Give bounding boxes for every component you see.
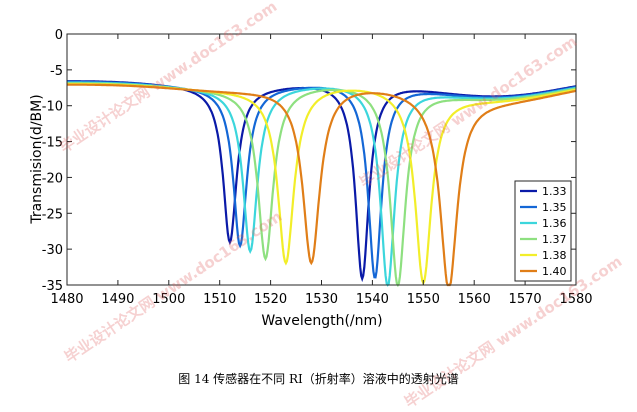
- x-tick-label: 1530: [305, 292, 338, 307]
- y-tick-label: -25: [42, 207, 63, 222]
- y-axis-ticks: 0 -5 -10 -15 -20 -25 -30 -35: [42, 28, 576, 294]
- x-tick-label: 1480: [50, 292, 83, 307]
- y-axis-label: Transmision(d/BM): [29, 94, 45, 224]
- x-tick-label: 1500: [152, 292, 185, 307]
- series-line-1-40: [67, 83, 577, 287]
- legend-label: 1.38: [542, 249, 567, 262]
- x-tick-label: 1550: [407, 292, 440, 307]
- chart: 1480 1490 1500 1510 1520 1530 1540 1550 1560 1570…: [29, 28, 593, 329]
- figure-caption: 图 14 传感器在不同 RI（折射率）溶液中的透射光谱: [178, 372, 459, 386]
- x-tick-label: 1540: [356, 292, 389, 307]
- legend-label: 1.35: [542, 201, 567, 214]
- y-tick-label: -30: [42, 243, 63, 258]
- legend-box: [514, 180, 572, 282]
- x-tick-label: 1570: [509, 292, 542, 307]
- x-tick-label: 1520: [254, 292, 287, 307]
- legend-label: 1.37: [542, 233, 567, 246]
- series-lines: [67, 80, 577, 288]
- y-tick-label: -5: [50, 64, 63, 79]
- y-tick-label: -10: [42, 100, 63, 115]
- legend-label: 1.33: [542, 185, 567, 198]
- legend-label: 1.40: [542, 265, 567, 278]
- x-tick-label: 1580: [559, 292, 592, 307]
- legend: 1.33 1.35 1.36 1.37 1.38 1.40: [514, 180, 572, 282]
- x-tick-label: 1490: [101, 292, 134, 307]
- x-axis-ticks: 1480 1490 1500 1510 1520 1530 1540 1550 1560 1570…: [50, 34, 593, 307]
- y-tick-label: -35: [42, 279, 63, 294]
- plot-area: [67, 34, 576, 285]
- y-tick-label: 0: [55, 28, 63, 43]
- x-axis-label: Wavelength(/nm): [261, 313, 382, 329]
- x-tick-label: 1560: [458, 292, 491, 307]
- y-tick-label: -20: [42, 171, 63, 186]
- x-tick-label: 1510: [203, 292, 236, 307]
- legend-label: 1.36: [542, 217, 567, 230]
- y-tick-label: -15: [42, 136, 63, 151]
